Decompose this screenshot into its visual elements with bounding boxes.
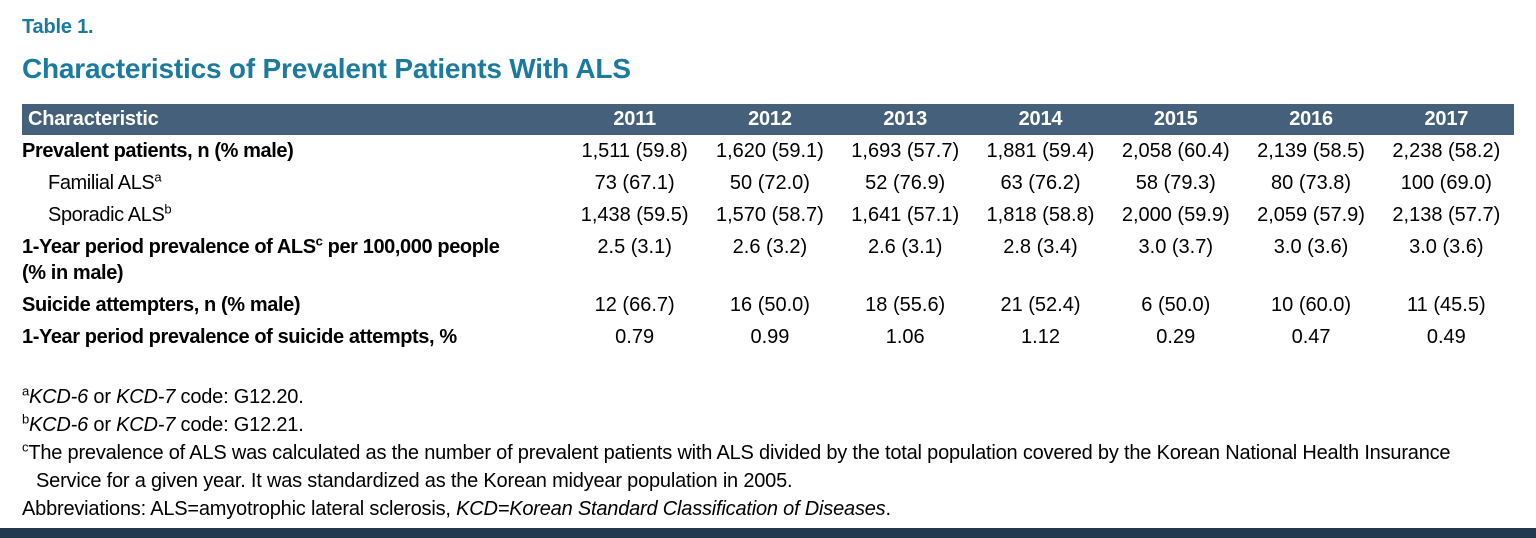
column-header-year: 2011 (567, 104, 703, 135)
value-cell: 1.12 (1021, 326, 1060, 348)
table-row-sporadic-als: Sporadic ALSb 1,438 (59.5) 1,570 (58.7) 1,6… (22, 199, 1514, 231)
table-body: Prevalent patients, n (% male) 1,511 (59.… (22, 135, 1514, 353)
row-label: Familial ALSa (48, 169, 162, 194)
table-title: Characteristics of Prevalent Patients Wi… (22, 53, 631, 84)
value-cell: 0.79 (615, 326, 655, 348)
characteristics-table: Characteristic 2011 2012 2013 2014 2015 2016 20… (22, 104, 1514, 353)
value-cell: 10 (60.0) (1271, 294, 1352, 316)
footnote-b: bKCD-6 or KCD-7 code: G12.21. (22, 411, 304, 436)
footer-bar (0, 528, 1536, 538)
row-label: 1-Year period prevalence of ALSc per 100… (22, 233, 500, 284)
value-cell: 1,818 (58.8) (986, 204, 1095, 226)
row-label: Prevalent patients, n (% male) (22, 140, 294, 162)
table-row-suicide-attempters: Suicide attempters, n (% male) 12 (66.7) 1… (22, 289, 1514, 321)
column-header-year: 2014 (972, 104, 1109, 135)
value-cell: 2,139 (58.5) (1257, 140, 1365, 162)
footnote-c: cThe prevalence of ALS was calculated as… (22, 439, 1451, 492)
value-cell: 12 (66.7) (594, 294, 675, 316)
value-cell: 0.47 (1291, 326, 1331, 348)
value-cell: 2,238 (58.2) (1392, 140, 1501, 162)
value-cell: 100 (69.0) (1400, 172, 1492, 194)
value-cell: 6 (50.0) (1141, 294, 1211, 316)
column-header-year: 2015 (1108, 104, 1244, 135)
row-label: Sporadic ALSb (48, 201, 172, 226)
column-header-year: 2017 (1378, 104, 1514, 135)
row-label: Suicide attempters, n (% male) (22, 294, 301, 316)
value-cell: 2,059 (57.9) (1257, 204, 1365, 226)
value-cell: 3.0 (3.6) (1273, 236, 1349, 258)
value-cell: 0.99 (750, 326, 790, 348)
footnotes-section: aKCD-6 or KCD-7 code: G12.20. bKCD-6 or K… (22, 383, 1514, 523)
value-cell: 73 (67.1) (594, 172, 675, 194)
paper-table-page: Table 1. Characteristics of Prevalent Pa… (22, 16, 1514, 523)
column-header-year: 2012 (702, 104, 838, 135)
value-cell: 3.0 (3.6) (1409, 236, 1484, 258)
value-cell: 1,693 (57.7) (851, 140, 960, 162)
table-row-period-prevalence-suicide: 1-Year period prevalence of suicide atte… (22, 321, 1514, 353)
value-cell: 58 (79.3) (1135, 172, 1216, 194)
value-cell: 2,000 (59.9) (1121, 204, 1230, 226)
column-header-year: 2016 (1243, 104, 1379, 135)
value-cell: 1,438 (59.5) (580, 204, 689, 226)
table-row-period-prevalence-als: 1-Year period prevalence of ALSc per 100… (22, 231, 1514, 289)
table-header-row: Characteristic 2011 2012 2013 2014 2015 2016 20… (22, 104, 1514, 135)
column-header-characteristic: Characteristic (22, 104, 567, 135)
table-number: Table 1. (22, 16, 94, 38)
value-cell: 1,570 (58.7) (715, 204, 824, 226)
table-row-prevalent-patients: Prevalent patients, n (% male) 1,511 (59.… (22, 135, 1514, 167)
value-cell: 11 (45.5) (1407, 294, 1486, 316)
value-cell: 80 (73.8) (1271, 172, 1352, 194)
value-cell: 1,511 (59.8) (581, 140, 688, 162)
footnote-a: aKCD-6 or KCD-7 code: G12.20. (22, 383, 304, 408)
value-cell: 50 (72.0) (729, 172, 810, 194)
value-cell: 0.29 (1156, 326, 1196, 348)
value-cell: 18 (55.6) (865, 294, 946, 316)
table-row-familial-als: Familial ALSa 73 (67.1) 50 (72.0) 52 (76.9)… (22, 167, 1514, 199)
value-cell: 1,881 (59.4) (986, 140, 1095, 162)
value-cell: 16 (50.0) (729, 294, 810, 316)
value-cell: 2.5 (3.1) (597, 236, 672, 258)
value-cell: 2,138 (57.7) (1392, 204, 1501, 226)
column-header-year: 2013 (837, 104, 973, 135)
value-cell: 21 (52.4) (1000, 294, 1081, 316)
value-cell: 1,641 (57.1) (851, 204, 960, 226)
value-cell: 1.06 (885, 326, 925, 348)
value-cell: 2.8 (3.4) (1003, 236, 1078, 258)
value-cell: 0.49 (1426, 326, 1466, 348)
value-cell: 2.6 (3.2) (732, 236, 808, 258)
value-cell: 52 (76.9) (865, 172, 946, 194)
value-cell: 3.0 (3.7) (1138, 236, 1213, 258)
value-cell: 63 (76.2) (1000, 172, 1081, 194)
value-cell: 2,058 (60.4) (1121, 140, 1230, 162)
value-cell: 1,620 (59.1) (715, 140, 824, 162)
footnote-abbreviations: Abbreviations: ALS=amyotrophic lateral s… (22, 498, 891, 520)
row-label: 1-Year period prevalence of suicide atte… (22, 326, 457, 348)
value-cell: 2.6 (3.1) (867, 236, 943, 258)
